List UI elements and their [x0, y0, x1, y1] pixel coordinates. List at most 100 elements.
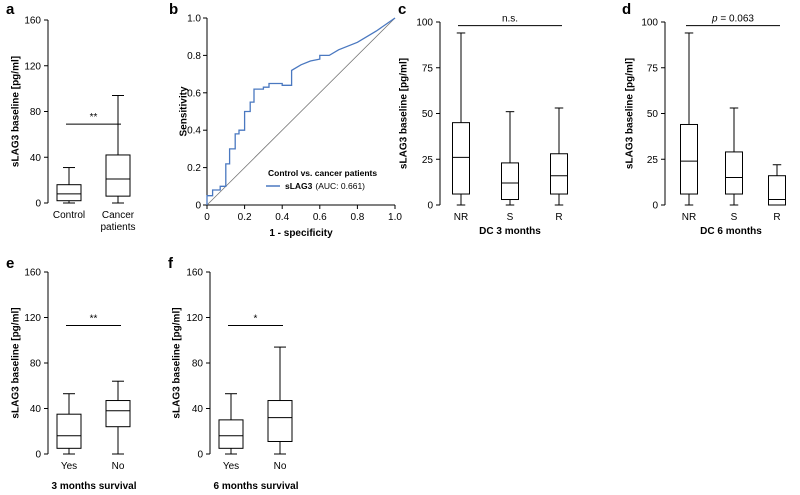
significance-label: n.s.: [502, 14, 518, 25]
box-iqr: [550, 153, 568, 195]
y-tick-label: 0: [195, 201, 201, 212]
y-axis-title: sLAG3 baseline [pg/ml]: [625, 58, 636, 169]
y-axis-title: Sensitivity: [179, 86, 190, 136]
y-tick-label: 0: [197, 450, 203, 461]
y-tick-label: 50: [647, 109, 659, 120]
y-tick-label: 80: [30, 359, 42, 370]
y-tick-label: 100: [416, 18, 433, 29]
x-tick-label: 1.0: [388, 212, 402, 223]
box-iqr: [768, 175, 786, 206]
y-tick-label: 0.4: [187, 126, 201, 137]
panel-letter: d: [622, 1, 631, 18]
y-tick-label: 25: [647, 155, 659, 166]
reference-diagonal: [206, 17, 396, 206]
box-yes: [56, 393, 82, 455]
significance-label: **: [90, 313, 98, 324]
box-iqr: [105, 400, 131, 428]
panel-letter: e: [6, 255, 14, 272]
x-axis-title: 1 - specificity: [269, 228, 333, 239]
x-axis-title: DC 6 months: [700, 226, 762, 237]
y-axis-title: sLAG3 baseline [pg/ml]: [11, 56, 22, 167]
y-axis-title: sLAG3 baseline [pg/ml]: [172, 307, 183, 418]
x-axis-title: 6 months survival: [213, 481, 298, 492]
significance-label: *: [254, 313, 258, 324]
y-tick-label: 0: [427, 201, 433, 212]
box-iqr: [105, 154, 131, 197]
y-tick-label: 0: [652, 201, 658, 212]
x-tick-label: S: [731, 212, 738, 223]
y-tick-label: 0.8: [187, 51, 201, 62]
y-axis-title: sLAG3 baseline [pg/ml]: [11, 307, 22, 418]
box-iqr: [218, 419, 244, 449]
significance-p: p: [711, 14, 718, 25]
x-tick-label: 0: [204, 212, 210, 223]
y-tick-label: 160: [24, 16, 41, 27]
x-tick-label: R: [555, 212, 562, 223]
y-tick-label: 75: [647, 63, 659, 74]
x-tick-label: NR: [454, 212, 468, 223]
panel-letter: b: [169, 1, 178, 18]
x-tick-label: NR: [682, 212, 696, 223]
box-iqr: [680, 123, 698, 195]
x-tick-label: Cancer: [102, 210, 135, 221]
x-tick-label: Yes: [223, 461, 239, 472]
panel-letter: a: [6, 1, 15, 18]
panel-b: b Sensitivity 00 0.2 0.2 0.4 0.4 0.6 0.6 0.8 0.8 1.…: [169, 1, 402, 239]
y-tick-label: 0: [35, 450, 41, 461]
y-tick-label: 0.2: [187, 163, 201, 174]
panel-e: e sLAG3 baseline [pg/ml] 0 40 80 120 160 Yes No *…: [6, 255, 137, 492]
y-tick-label: 0: [35, 199, 41, 210]
significance-label: p = 0.063: [711, 14, 754, 25]
x-tick-label: patients: [100, 222, 135, 233]
x-tick-label: No: [274, 461, 287, 472]
x-tick-label: Control: [53, 210, 85, 221]
x-axis-title: 3 months survival: [51, 481, 136, 492]
significance-label: **: [90, 112, 98, 123]
y-tick-label: 40: [30, 153, 42, 164]
y-tick-label: 120: [24, 61, 41, 72]
x-tick-label: 0.6: [313, 212, 327, 223]
y-axis-title: sLAG3 baseline [pg/ml]: [399, 58, 410, 169]
panel-d: d sLAG3 baseline [pg/ml] 0 25 50 75 100 NR S Rp =…: [622, 1, 786, 237]
y-tick-label: 25: [422, 155, 434, 166]
y-tick-label: 100: [641, 18, 658, 29]
y-tick-label: 80: [192, 359, 204, 370]
x-tick-label: R: [773, 212, 780, 223]
legend-series-name: sLAG3: [285, 181, 313, 191]
panel-letter: c: [398, 1, 406, 18]
box-r: [550, 107, 568, 206]
x-tick-label: 0.2: [238, 212, 252, 223]
y-tick-label: 1.0: [187, 14, 201, 25]
box-iqr: [56, 184, 82, 202]
panel-f: f sLAG3 baseline [pg/ml] 0 40 80 120 160 Yes No *…: [168, 255, 299, 492]
box-nr: [452, 32, 470, 206]
y-tick-label: 40: [192, 404, 204, 415]
box-control: [56, 167, 82, 204]
y-tick-label: 50: [422, 109, 434, 120]
x-tick-label: 0.8: [350, 212, 364, 223]
y-tick-label: 120: [186, 313, 203, 324]
x-tick-label: No: [112, 461, 125, 472]
box-iqr: [267, 400, 293, 442]
x-tick-label: Yes: [61, 461, 77, 472]
box-cancer-patients: [105, 94, 131, 204]
box-s: [501, 111, 519, 206]
legend-title: Control vs. cancer patients: [268, 168, 377, 178]
x-tick-label: 0.4: [275, 212, 289, 223]
significance-value: = 0.063: [718, 14, 755, 25]
box-s: [725, 107, 743, 206]
box-iqr: [56, 413, 82, 449]
roc-curve-slag3: [206, 17, 396, 205]
panel-letter: f: [168, 255, 174, 272]
x-axis-title: DC 3 months: [479, 226, 541, 237]
y-tick-label: 120: [24, 313, 41, 324]
y-tick-label: 75: [422, 63, 434, 74]
box-no: [105, 380, 131, 455]
box-iqr: [452, 122, 470, 195]
x-tick-label: S: [507, 212, 514, 223]
y-tick-label: 0.6: [187, 88, 201, 99]
y-tick-label: 80: [30, 107, 42, 118]
box-iqr: [725, 151, 743, 195]
box-nr: [680, 32, 698, 206]
